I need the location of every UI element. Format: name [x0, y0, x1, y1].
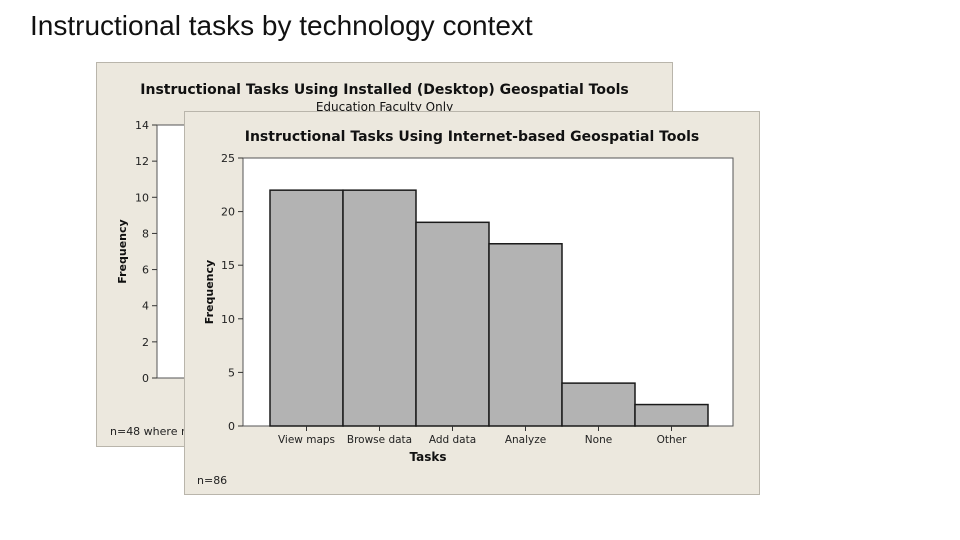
- desktop-y-tick-label: 12: [135, 155, 149, 168]
- bar-none: [561, 382, 636, 427]
- x-tick-label: Browse data: [347, 434, 412, 446]
- bar-browse-data: [342, 189, 417, 427]
- internet-tools-chart-panel: Instructional Tasks Using Internet-based…: [184, 111, 760, 495]
- y-tick-label: 15: [221, 259, 235, 272]
- y-tick-label: 20: [221, 206, 235, 219]
- y-tick-label: 25: [221, 152, 235, 165]
- y-tick-label: 0: [228, 420, 235, 433]
- bar-other: [634, 403, 709, 427]
- desktop-y-axis-label: Frequency: [116, 219, 129, 283]
- desktop-y-tick-label: 6: [142, 264, 149, 277]
- desktop-y-tick-label: 8: [142, 227, 149, 240]
- y-tick-label: 5: [228, 366, 235, 379]
- desktop-y-tick-label: 10: [135, 191, 149, 204]
- desktop-chart-sample-note: n=48 where r: [110, 425, 186, 438]
- x-tick-label: Analyze: [505, 434, 546, 446]
- desktop-y-tick-label: 14: [135, 119, 149, 132]
- y-tick-label: 10: [221, 313, 235, 326]
- desktop-y-tick-label: 0: [142, 372, 149, 385]
- x-tick-label: Other: [657, 434, 687, 446]
- desktop-y-tick-label: 2: [142, 336, 149, 349]
- x-tick-label: Add data: [429, 434, 476, 446]
- x-tick-label: View maps: [278, 434, 335, 446]
- bar-view-maps: [269, 189, 344, 427]
- bar-add-data: [415, 221, 490, 427]
- slide-title: Instructional tasks by technology contex…: [30, 10, 533, 41]
- desktop-chart-subtitle: Education Faculty Only: [315, 100, 454, 114]
- desktop-chart-title: Instructional Tasks Using Installed (Des…: [140, 82, 629, 98]
- x-tick-label: None: [585, 434, 612, 446]
- y-axis-label: Frequency: [203, 260, 216, 324]
- internet-chart-canvas: View maps Browse data Add data Analyze None O…: [203, 152, 734, 464]
- internet-chart-sample-note: n=86: [197, 474, 228, 487]
- desktop-y-tick-label: 4: [142, 300, 149, 313]
- bar-analyze: [488, 243, 563, 427]
- x-axis-label: Tasks: [409, 450, 446, 464]
- internet-chart-title: Instructional Tasks Using Internet-based…: [244, 129, 700, 145]
